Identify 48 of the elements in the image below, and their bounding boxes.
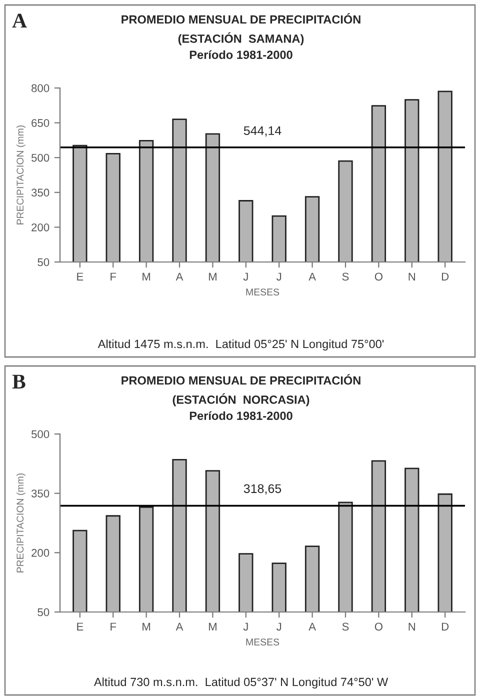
y-tick-label: 200 [32, 223, 50, 232]
x-tick-label: F [110, 622, 116, 630]
x-tick-label: O [374, 622, 382, 631]
text: Altitud 1475 m.s.n.m. Latitud 05°25' N Longitud 75°00' [98, 339, 384, 351]
text: A [12, 14, 27, 28]
x-tick-label: O [374, 272, 382, 281]
x-tick-label: N [408, 622, 415, 630]
x-tick-label: J [243, 272, 248, 281]
y-tick-label: 350 [31, 490, 50, 498]
x-tick-label: M [142, 622, 150, 630]
x-tick-label: J [276, 272, 282, 281]
x-tick-label: E [77, 272, 84, 280]
y-axis-title: PRECIPITACION (mm) [16, 473, 26, 572]
x-tick-label: A [308, 272, 316, 280]
ref-line-label: 318,65 [244, 484, 282, 495]
y-tick-label: 800 [32, 84, 50, 92]
chart-title: PROMEDIO MENSUAL DE PRECIPITACIÓN [122, 374, 360, 385]
x-tick-label: S [342, 622, 349, 631]
x-tick-label: A [176, 272, 184, 280]
x-tick-label: J [276, 622, 282, 631]
chart-subtitle: (ESTACIÓN SAMANA) Período 1981-2000 [178, 32, 304, 59]
y-axis-title: PRECIPITACION (mm) [16, 125, 26, 224]
x-tick-label: E [77, 622, 84, 630]
x-tick-label: F [110, 272, 116, 280]
chart-subtitle: (ESTACIÓN NORCASIA) Período 1981-2000 [172, 393, 310, 420]
text: Altitud 730 m.s.n.m. Latitud 05°37' N Longitud 74°50' W [94, 677, 388, 689]
y-tick-label: 50 [38, 258, 50, 266]
x-tick-label: N [408, 272, 415, 280]
y-tick-label: 50 [38, 608, 50, 616]
y-tick-label: 500 [31, 430, 50, 438]
x-tick-label: S [342, 272, 349, 281]
x-tick-label: J [243, 622, 248, 631]
y-tick-label: 500 [31, 154, 50, 162]
text: B [12, 374, 26, 389]
y-tick-label: 200 [32, 548, 50, 557]
x-tick-label: M [208, 622, 216, 630]
ref-line-label: 544,14 [244, 126, 282, 137]
x-axis-title: MESES [246, 638, 280, 646]
x-tick-label: M [142, 272, 150, 280]
x-tick-label: A [308, 622, 316, 630]
chart-title: PROMEDIO MENSUAL DE PRECIPITACIÓN [122, 13, 360, 24]
x-tick-label: D [442, 622, 449, 630]
x-axis-title: MESES [246, 288, 280, 296]
x-tick-label: A [176, 622, 184, 630]
x-tick-label: D [442, 272, 449, 280]
y-tick-label: 350 [31, 188, 50, 197]
y-tick-label: 650 [32, 119, 50, 127]
x-tick-label: M [208, 272, 216, 280]
